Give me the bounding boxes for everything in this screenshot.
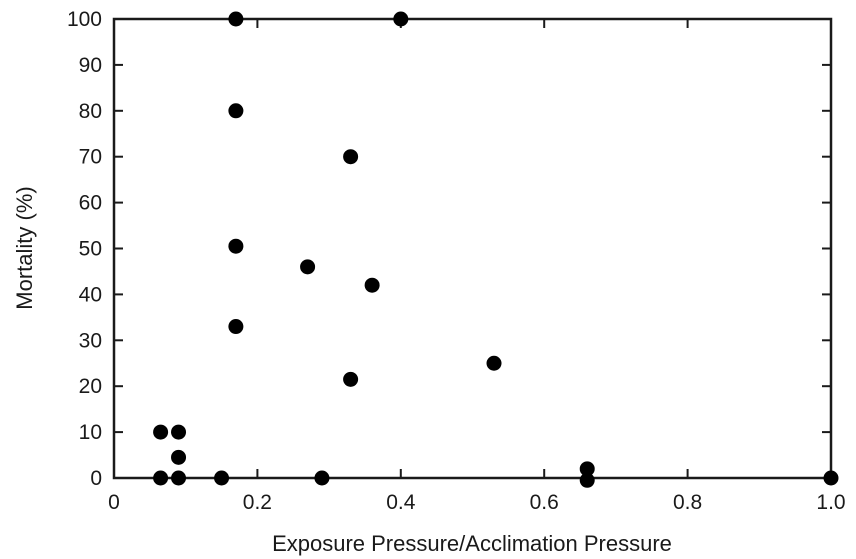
data-point xyxy=(228,319,244,335)
data-point xyxy=(393,11,409,27)
data-point xyxy=(228,238,244,254)
data-points xyxy=(153,11,839,488)
x-tick-label: 0.6 xyxy=(530,491,559,514)
data-point xyxy=(300,259,316,275)
data-point xyxy=(214,470,230,486)
data-point xyxy=(314,470,330,486)
y-tick-label: 90 xyxy=(79,54,102,77)
data-point xyxy=(171,424,187,440)
x-tick-label: 1.0 xyxy=(816,491,845,514)
y-tick-label: 60 xyxy=(79,192,102,215)
x-tick-label: 0.4 xyxy=(386,491,416,514)
data-point xyxy=(343,149,359,165)
data-point xyxy=(364,277,380,293)
x-tick-label: 0.8 xyxy=(673,491,702,514)
y-tick-labels: 0 10 20 30 40 50 60 70 80 90 100 xyxy=(67,8,102,490)
y-tick-label: 20 xyxy=(79,375,102,398)
x-axis-title: Exposure Pressure/Acclimation Pressure xyxy=(272,531,672,556)
data-point xyxy=(153,424,169,440)
x-tick-label: 0 xyxy=(108,491,120,514)
data-point xyxy=(153,470,169,486)
data-point xyxy=(228,103,244,119)
data-point xyxy=(343,371,359,387)
x-tick-labels: 0 0.2 0.4 0.6 0.8 1.0 xyxy=(108,491,845,514)
data-point xyxy=(228,11,244,27)
y-tick-label: 0 xyxy=(90,467,102,490)
y-axis-title: Mortality (%) xyxy=(12,186,37,309)
data-point xyxy=(823,470,839,486)
y-tick-label: 40 xyxy=(79,283,102,306)
data-point xyxy=(486,355,502,371)
y-tick-label: 10 xyxy=(79,421,102,444)
data-point xyxy=(171,470,187,486)
y-tick-label: 50 xyxy=(79,238,102,261)
data-point xyxy=(579,461,595,477)
y-tick-label: 30 xyxy=(79,329,102,352)
axis-ticks xyxy=(113,18,832,479)
y-tick-label: 80 xyxy=(79,100,102,123)
y-tick-label: 70 xyxy=(79,146,102,169)
data-point xyxy=(579,472,595,488)
plot-frame xyxy=(112,17,833,480)
data-point xyxy=(171,449,187,465)
x-tick-label: 0.2 xyxy=(243,491,272,514)
y-tick-label: 100 xyxy=(67,8,102,31)
